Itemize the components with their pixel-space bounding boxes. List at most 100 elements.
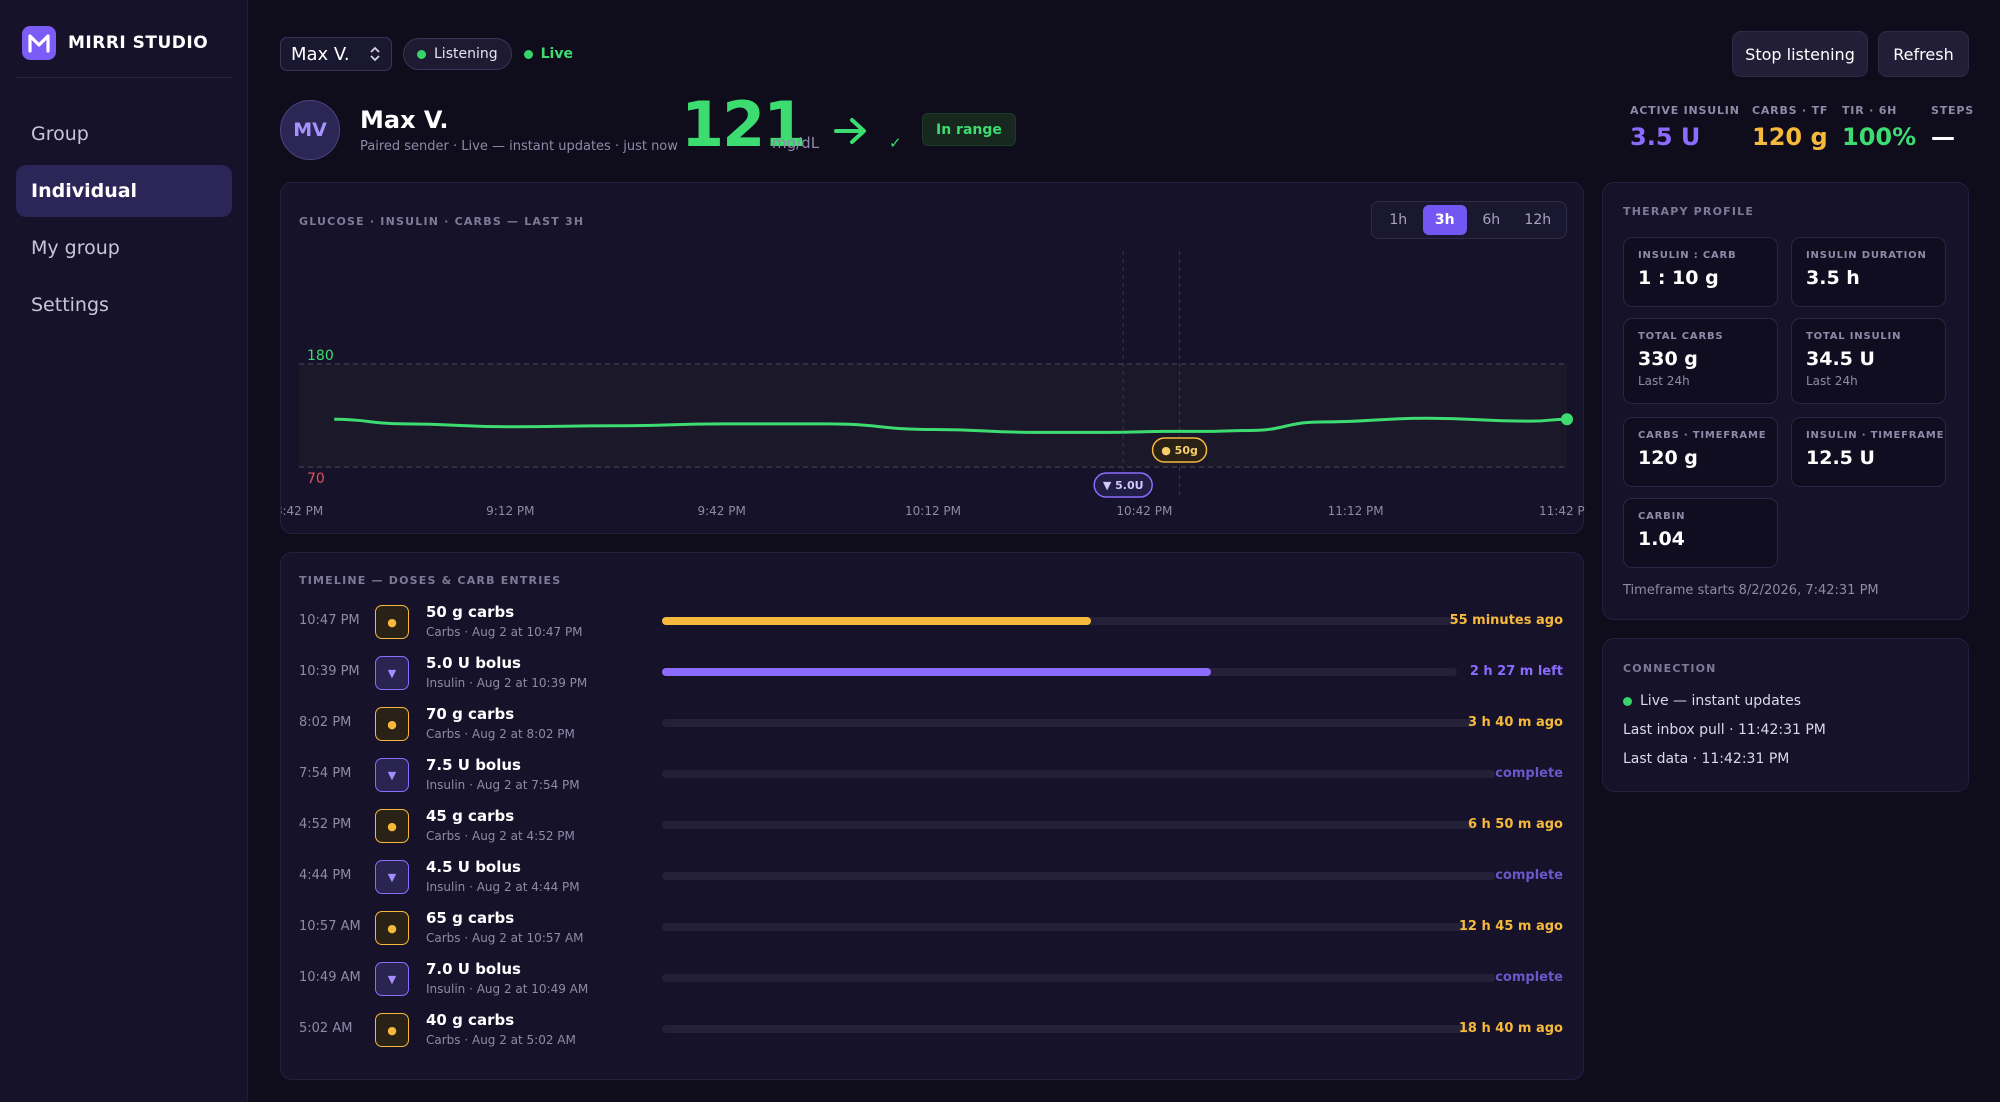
x-tick-label: 10:42 PM: [1116, 504, 1172, 518]
last-data: Last data · 11:42:31 PM: [1623, 751, 1790, 767]
chart-card: GLUCOSE · INSULIN · CARBS — LAST 3H 1h 3…: [280, 182, 1585, 534]
therapy-stat-value: 1 : 10 g: [1638, 267, 1719, 289]
therapy-stat-note: Last 24h: [1638, 374, 1690, 388]
timeline-progress-track: [662, 770, 1495, 778]
timeline-status: 55 minutes ago: [1449, 613, 1563, 628]
timeline-title: TIMELINE — DOSES & CARB ENTRIES: [299, 574, 562, 587]
stat-active-insulin: ACTIVE INSULIN 3.5 U: [1630, 104, 1740, 151]
connection-title: CONNECTION: [1623, 662, 1717, 675]
timeline-status: 6 h 50 m ago: [1467, 817, 1563, 832]
timeline-status: 18 h 40 m ago: [1458, 1021, 1563, 1036]
therapy-stat-value: 34.5 U: [1806, 348, 1875, 370]
range-12h-button[interactable]: 12h: [1524, 212, 1552, 228]
carb-icon: ●: [375, 605, 409, 639]
therapy-stat-value: 120 g: [1638, 447, 1698, 469]
timeline-row[interactable]: 4:44 PM ▼ 4.5 U bolus Insulin · Aug 2 at 4:…: [281, 852, 1581, 903]
timeline-row[interactable]: 7:54 PM ▼ 7.5 U bolus Insulin · Aug 2 at 7:…: [281, 750, 1581, 801]
timeline-row[interactable]: 4:52 PM ● 45 g carbs Carbs · Aug 2 at 4:52 …: [281, 801, 1581, 852]
timeline-entry-title: 40 g carbs: [426, 1011, 515, 1029]
therapy-stat-value: 3.5 h: [1806, 267, 1860, 289]
main-content: Max V. Listening Live Stop listening Ref…: [249, 0, 2000, 1102]
timeline-card: TIMELINE — DOSES & CARB ENTRIES 10:47 PM…: [280, 552, 1584, 1080]
brand-name: MIRRI STUDIO: [68, 33, 209, 53]
therapy-stat-label: INSULIN DURATION: [1806, 250, 1927, 261]
timeline-entry-title: 4.5 U bolus: [426, 858, 521, 876]
timeline-row[interactable]: 10:39 PM ▼ 5.0 U bolus Insulin · Aug 2 at 1…: [281, 648, 1581, 699]
timeline-row[interactable]: 10:49 AM ▼ 7.0 U bolus Insulin · Aug 2 at 1…: [281, 954, 1581, 1005]
sidebar-item-group[interactable]: Group: [31, 123, 89, 145]
x-tick-label: 9:42 PM: [697, 504, 745, 518]
sidebar: MIRRI STUDIO Group Individual My group S…: [0, 0, 248, 1102]
stat-label: CARBS · TF: [1752, 104, 1829, 117]
sidebar-divider: [16, 77, 232, 78]
therapy-stat-box: CARBIN 1.04: [1623, 498, 1778, 568]
timeline-row[interactable]: 10:47 PM ● 50 g carbs Carbs · Aug 2 at 10:4…: [281, 597, 1581, 648]
timeline-row[interactable]: 10:57 AM ● 65 g carbs Carbs · Aug 2 at 10:5…: [281, 903, 1581, 954]
glucose-value: 121: [681, 88, 806, 161]
timeline-entry-subtitle: Insulin · Aug 2 at 10:49 AM: [426, 982, 589, 996]
timeline-progress-track: [662, 617, 1457, 625]
timeline-time: 8:02 PM: [299, 715, 352, 730]
x-tick-label: 9:12 PM: [486, 504, 534, 518]
stat-label: TIR · 6H: [1842, 104, 1898, 117]
timeline-time: 4:52 PM: [299, 817, 352, 832]
user-select[interactable]: Max V.: [280, 37, 392, 71]
insulin-marker-label: ▼ 5.0U: [1103, 479, 1144, 492]
live-dot-icon: [523, 49, 533, 59]
timeline-time: 5:02 AM: [299, 1021, 353, 1036]
stat-carbs-tf: CARBS · TF 120 g: [1752, 104, 1828, 151]
stat-label: ACTIVE INSULIN: [1630, 104, 1740, 117]
therapy-stat-value: 330 g: [1638, 348, 1698, 370]
sidebar-item-settings[interactable]: Settings: [31, 294, 109, 316]
patient-subtitle: Paired sender · Live — instant updates ·…: [360, 139, 678, 154]
timeline-status: complete: [1495, 970, 1563, 985]
therapy-stat-label: CARBIN: [1638, 511, 1686, 522]
timeline-time: 10:57 AM: [299, 919, 361, 934]
timeline-progress-track: [662, 719, 1475, 727]
listening-label: Listening: [434, 46, 498, 62]
x-tick-label: 8:42 PM: [281, 504, 323, 518]
carb-icon: ●: [375, 911, 409, 945]
stat-value: 120 g: [1752, 123, 1828, 151]
timeline-progress-track: [662, 923, 1471, 931]
timeline-entry-subtitle: Carbs · Aug 2 at 8:02 PM: [426, 727, 575, 741]
stat-label: STEPS: [1931, 104, 1974, 117]
therapy-profile-card: THERAPY PROFILE INSULIN : CARB 1 : 10 g IN…: [1602, 182, 1969, 620]
stat-tir: TIR · 6H 100%: [1842, 104, 1916, 151]
therapy-stat-box: TOTAL INSULIN 34.5 U Last 24h: [1791, 318, 1946, 404]
therapy-stat-box: INSULIN · TIMEFRAME 12.5 U: [1791, 417, 1946, 487]
timeline-progress-track: [662, 821, 1475, 829]
carb-icon: ●: [375, 809, 409, 843]
timeline-time: 4:44 PM: [299, 868, 352, 883]
timeline-time: 10:47 PM: [299, 613, 360, 628]
timeline-row[interactable]: 5:02 AM ● 40 g carbs Carbs · Aug 2 at 5:02 …: [281, 1005, 1581, 1056]
timeline-progress-track: [662, 974, 1495, 982]
timeline-time: 10:39 PM: [299, 664, 360, 679]
timeline-entry-title: 7.0 U bolus: [426, 960, 521, 978]
refresh-button[interactable]: Refresh: [1878, 31, 1969, 77]
timeline-entry-subtitle: Insulin · Aug 2 at 7:54 PM: [426, 778, 580, 792]
insulin-icon: ▼: [375, 962, 409, 996]
listening-dot-icon: [417, 49, 426, 59]
timeline-entry-subtitle: Insulin · Aug 2 at 4:44 PM: [426, 880, 580, 894]
range-3h-button[interactable]: 3h: [1422, 205, 1467, 235]
timeline-time: 10:49 AM: [299, 970, 361, 985]
timeline-progress-track: [662, 872, 1495, 880]
timeline-row[interactable]: 8:02 PM ● 70 g carbs Carbs · Aug 2 at 8:02 …: [281, 699, 1581, 750]
brand[interactable]: MIRRI STUDIO: [22, 26, 208, 60]
profile-header: MV: [280, 100, 340, 160]
timeline-entry-title: 45 g carbs: [426, 807, 515, 825]
timeline-progress-fill: [662, 668, 1211, 676]
range-6h-button[interactable]: 6h: [1482, 212, 1501, 228]
timeline-entry-subtitle: Carbs · Aug 2 at 10:57 AM: [426, 931, 584, 945]
sidebar-item-individual[interactable]: Individual: [16, 165, 232, 217]
time-range-selector: 1h 3h 6h 12h: [1371, 201, 1567, 239]
timeline-status: 12 h 45 m ago: [1458, 919, 1563, 934]
stop-listening-button[interactable]: Stop listening: [1732, 31, 1868, 77]
stat-value: —: [1931, 123, 1955, 151]
range-1h-button[interactable]: 1h: [1389, 212, 1408, 228]
sidebar-item-my-group[interactable]: My group: [31, 237, 120, 259]
timeline-status: 2 h 27 m left: [1469, 664, 1563, 679]
therapy-stat-note: Last 24h: [1806, 374, 1858, 388]
connection-card: CONNECTION Live — instant updates Last i…: [1602, 638, 1969, 792]
